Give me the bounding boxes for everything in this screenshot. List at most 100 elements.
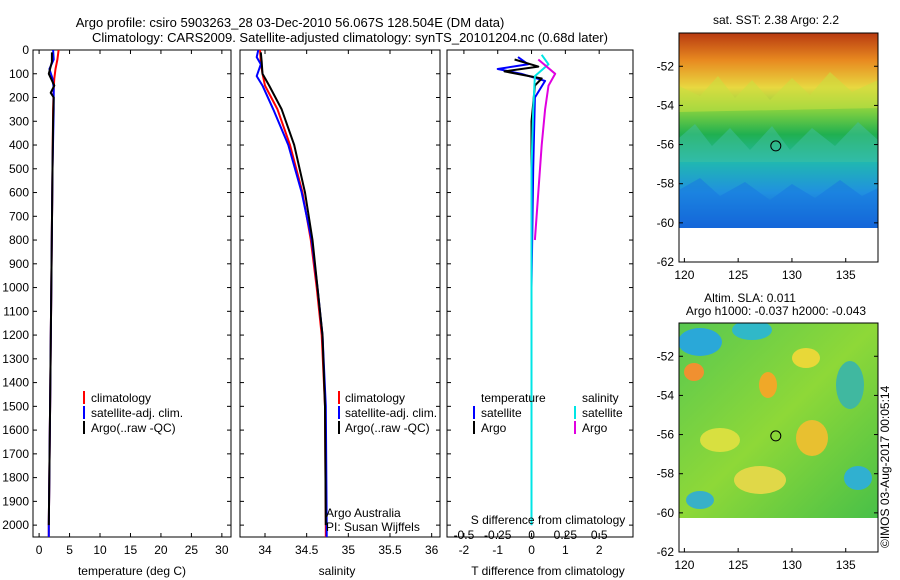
sla-map-title-line2: Argo h1000: -0.037 h2000: -0.043 xyxy=(686,304,866,318)
legend-label-satellite: satellite-adj. clim. xyxy=(345,406,437,420)
legend-label-climatology: climatology xyxy=(345,391,405,405)
legend-title-salinity: salinity xyxy=(582,391,619,405)
salinity-lines xyxy=(255,50,328,537)
sst-map-title: sat. SST: 2.38 Argo: 2.2 xyxy=(713,13,839,27)
sla-blob xyxy=(792,348,820,368)
sla-blob xyxy=(732,323,772,340)
sla-blob xyxy=(734,466,786,494)
temperature-axes-frame xyxy=(32,49,232,538)
x-tick-label: -2 xyxy=(459,543,470,557)
legend-label-s-satellite: satellite xyxy=(582,406,623,420)
depth-tick-label: 800 xyxy=(9,233,29,247)
lat-tick-label: -52 xyxy=(657,59,675,73)
sst-map-panel: sat. SST: 2.38 Argo: 2.2 -52 -54 -56 -58 -60… xyxy=(657,13,879,282)
salinity-axes-frame xyxy=(239,49,441,538)
depth-tick-label: 1000 xyxy=(2,281,29,295)
legend-label-climatology: climatology xyxy=(91,391,151,405)
series-line-salinity-argo xyxy=(533,58,557,241)
depth-tick-label: 1600 xyxy=(2,423,29,437)
sla-blob xyxy=(686,491,714,509)
legend-label-t-argo: Argo xyxy=(481,421,507,435)
depth-axis-ticks: 0 100 200 300 400 500 600 700 800 900 1000 1100 1200… xyxy=(2,43,29,532)
depth-tick-label: 200 xyxy=(9,91,29,105)
sla-blob xyxy=(679,328,722,356)
lon-tick-label: 135 xyxy=(836,268,856,282)
legend-label-t-satellite: satellite xyxy=(481,406,522,420)
x-tick-label: 0 xyxy=(528,543,535,557)
series-line-temperature-satellite xyxy=(496,56,547,526)
credit-argo-australia: Argo Australia xyxy=(326,506,401,520)
depth-tick-label: 100 xyxy=(9,67,29,81)
x-tick-label: 10 xyxy=(93,543,107,557)
depth-tick-label: 0 xyxy=(22,43,29,57)
sla-map-panel: Altim. SLA: 0.011 Argo h1000: -0.037 h20… xyxy=(657,291,879,572)
series-line-salinity-satellite xyxy=(530,54,550,526)
depth-tick-label: 1900 xyxy=(2,494,29,508)
difference-top-xlabel: S difference from climatology xyxy=(471,513,626,527)
salinity-xlabel: salinity xyxy=(319,564,356,578)
series-line-argo-raw-qc xyxy=(259,52,327,526)
x-tick-label: 35.5 xyxy=(378,543,402,557)
temperature-x-ticks: 0 5 10 15 20 25 30 xyxy=(33,49,231,557)
depth-tick-label: 2000 xyxy=(2,518,29,532)
lat-tick-label: -62 xyxy=(657,545,675,559)
s-tick-label: 0 xyxy=(528,528,535,542)
difference-top-ticks: -0.5 -0.25 0 0.25 0.5 xyxy=(454,528,608,542)
lon-tick-label: 125 xyxy=(728,268,748,282)
sst-y-ticks: -52 -54 -56 -58 -60 -62 xyxy=(657,59,878,269)
series-line-climatology xyxy=(259,50,327,537)
lat-tick-label: -60 xyxy=(657,216,675,230)
sst-map-frame xyxy=(678,32,879,263)
temperature-lines xyxy=(47,50,60,537)
x-tick-label: 0 xyxy=(36,543,43,557)
depth-tick-label: 300 xyxy=(9,114,29,128)
depth-tick-label: 1400 xyxy=(2,376,29,390)
x-tick-label: 2 xyxy=(596,543,603,557)
lon-tick-label: 130 xyxy=(782,558,802,572)
sla-map-frame xyxy=(678,322,879,553)
sla-x-ticks: 120 125 130 135 xyxy=(674,548,856,572)
sst-float-position-marker xyxy=(770,140,782,152)
temperature-legend: climatology satellite-adj. clim. Argo(..… xyxy=(83,391,183,435)
x-tick-label: 30 xyxy=(215,543,229,557)
x-tick-label: 35 xyxy=(342,543,356,557)
sla-y-ticks: -52 -54 -56 -58 -60 -62 xyxy=(657,349,878,559)
temperature-xlabel: temperature (deg C) xyxy=(78,564,186,578)
lat-tick-label: -60 xyxy=(657,506,675,520)
lon-tick-label: 135 xyxy=(836,558,856,572)
lat-tick-label: -58 xyxy=(657,177,675,191)
difference-lines xyxy=(496,54,557,526)
s-tick-label: 0.5 xyxy=(591,528,608,542)
legend-label-argo: Argo(..raw -QC) xyxy=(91,421,176,435)
x-tick-label: 34.5 xyxy=(295,543,319,557)
depth-tick-label: 500 xyxy=(9,162,29,176)
difference-legend: temperature salinity satellite Argo sate… xyxy=(473,391,623,435)
salinity-x-ticks: 34 34.5 35 35.5 36 xyxy=(240,49,440,557)
depth-tick-label: 1300 xyxy=(2,352,29,366)
series-line-argo-raw-qc xyxy=(47,52,56,526)
lon-tick-label: 130 xyxy=(782,268,802,282)
lat-tick-label: -54 xyxy=(657,388,675,402)
depth-tick-label: 1100 xyxy=(3,304,29,318)
legend-label-s-argo: Argo xyxy=(582,421,608,435)
s-tick-label: -0.25 xyxy=(484,528,512,542)
sla-blob xyxy=(684,363,704,381)
difference-panel: -2 -1 0 1 2 -0.5 -0.25 0 0.25 0.5 T difference f… xyxy=(446,49,634,578)
sst-front-warm xyxy=(679,72,878,112)
x-tick-label: 36 xyxy=(425,543,439,557)
sla-map-title-line1: Altim. SLA: 0.011 xyxy=(704,291,796,305)
sst-missing-data xyxy=(679,228,878,262)
figure-title-line1: Argo profile: csiro 5903263_28 03-Dec-20… xyxy=(76,15,505,30)
x-tick-label: 5 xyxy=(66,543,73,557)
depth-tick-label: 1800 xyxy=(2,471,29,485)
sla-blob xyxy=(700,428,740,452)
x-tick-label: 1 xyxy=(562,543,569,557)
imos-credit: ©IMOS 03-Aug-2017 00:05:14 xyxy=(878,385,892,548)
x-tick-label: 20 xyxy=(154,543,168,557)
x-tick-label: 34 xyxy=(258,543,272,557)
difference-axes-frame xyxy=(446,49,634,538)
lon-tick-label: 120 xyxy=(674,268,694,282)
series-line-satellite-adj-clim xyxy=(255,50,328,537)
lon-tick-label: 125 xyxy=(728,558,748,572)
